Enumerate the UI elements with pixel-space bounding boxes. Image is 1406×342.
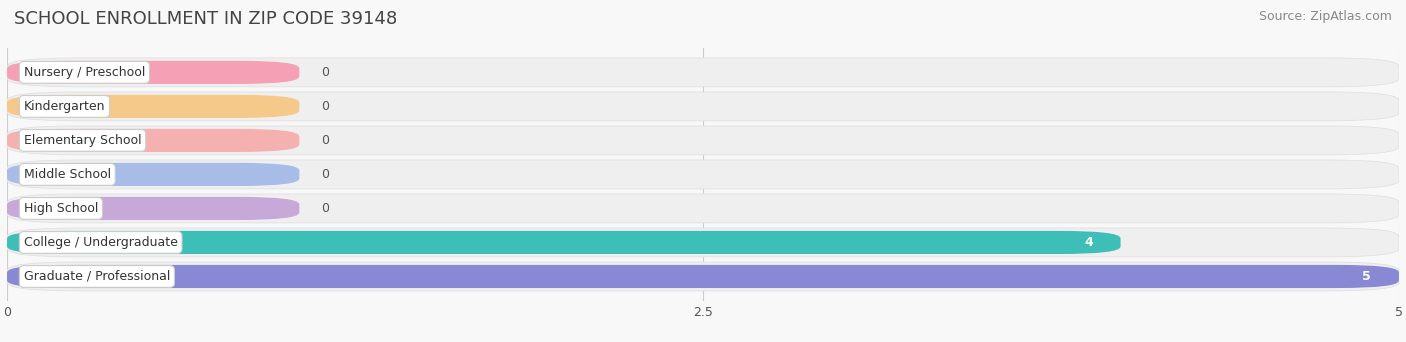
FancyBboxPatch shape xyxy=(7,197,299,220)
Text: 0: 0 xyxy=(322,202,329,215)
FancyBboxPatch shape xyxy=(7,231,1121,254)
FancyBboxPatch shape xyxy=(7,61,299,84)
FancyBboxPatch shape xyxy=(7,265,1399,288)
Text: Graduate / Professional: Graduate / Professional xyxy=(24,270,170,283)
Text: 0: 0 xyxy=(322,168,329,181)
Text: SCHOOL ENROLLMENT IN ZIP CODE 39148: SCHOOL ENROLLMENT IN ZIP CODE 39148 xyxy=(14,10,398,28)
Text: High School: High School xyxy=(24,202,98,215)
Text: 0: 0 xyxy=(322,100,329,113)
FancyBboxPatch shape xyxy=(7,163,299,186)
Text: Source: ZipAtlas.com: Source: ZipAtlas.com xyxy=(1258,10,1392,23)
Text: College / Undergraduate: College / Undergraduate xyxy=(24,236,177,249)
FancyBboxPatch shape xyxy=(7,126,1399,155)
Text: 0: 0 xyxy=(322,134,329,147)
Text: 5: 5 xyxy=(1362,270,1371,283)
Text: Elementary School: Elementary School xyxy=(24,134,142,147)
Text: 0: 0 xyxy=(322,66,329,79)
FancyBboxPatch shape xyxy=(7,228,1399,257)
FancyBboxPatch shape xyxy=(7,194,1399,223)
FancyBboxPatch shape xyxy=(7,262,1399,291)
Text: 4: 4 xyxy=(1084,236,1092,249)
FancyBboxPatch shape xyxy=(7,58,1399,87)
FancyBboxPatch shape xyxy=(7,95,299,118)
FancyBboxPatch shape xyxy=(7,129,299,152)
Text: Kindergarten: Kindergarten xyxy=(24,100,105,113)
Text: Middle School: Middle School xyxy=(24,168,111,181)
FancyBboxPatch shape xyxy=(7,160,1399,189)
FancyBboxPatch shape xyxy=(7,92,1399,121)
Text: Nursery / Preschool: Nursery / Preschool xyxy=(24,66,145,79)
